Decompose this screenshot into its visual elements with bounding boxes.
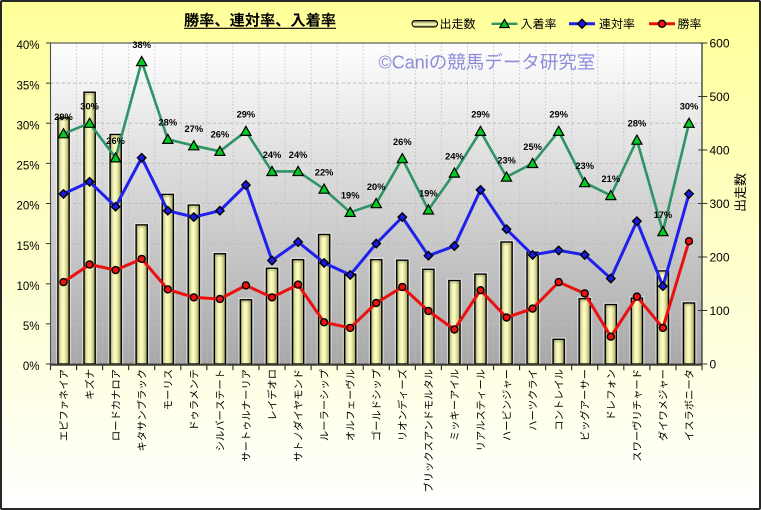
svg-text:©Cani: ©Cani <box>379 53 429 73</box>
svg-text:24%: 24% <box>263 150 282 160</box>
svg-text:17%: 17% <box>654 210 673 220</box>
svg-text:23%: 23% <box>497 155 516 165</box>
svg-text:19%: 19% <box>419 188 438 198</box>
svg-text:35%: 35% <box>16 80 39 92</box>
svg-text:500: 500 <box>710 90 730 104</box>
svg-text:28%: 28% <box>158 118 177 128</box>
svg-text:0: 0 <box>710 357 717 371</box>
svg-text:200: 200 <box>710 250 730 264</box>
svg-text:29%: 29% <box>237 110 256 120</box>
svg-text:19%: 19% <box>341 191 360 201</box>
svg-text:29%: 29% <box>549 110 568 120</box>
svg-text:30%: 30% <box>16 120 39 132</box>
svg-text:25%: 25% <box>523 142 542 152</box>
svg-text:300: 300 <box>710 197 730 211</box>
svg-text:24%: 24% <box>445 151 464 161</box>
svg-text:15%: 15% <box>16 241 39 253</box>
svg-text:100: 100 <box>710 304 730 318</box>
svg-text:29%: 29% <box>471 110 490 120</box>
svg-text:20%: 20% <box>367 182 386 192</box>
svg-text:400: 400 <box>710 143 730 157</box>
svg-text:24%: 24% <box>289 150 308 160</box>
svg-text:600: 600 <box>710 36 730 50</box>
svg-text:38%: 38% <box>132 40 151 50</box>
svg-text:26%: 26% <box>393 137 412 147</box>
svg-text:21%: 21% <box>601 174 620 184</box>
svg-text:26%: 26% <box>211 130 230 140</box>
svg-text:30%: 30% <box>80 102 99 112</box>
svg-text:40%: 40% <box>16 40 39 52</box>
svg-text:28%: 28% <box>628 119 647 129</box>
svg-text:29%: 29% <box>54 112 73 122</box>
svg-text:20%: 20% <box>16 201 39 213</box>
svg-text:27%: 27% <box>184 124 203 134</box>
svg-text:26%: 26% <box>106 136 125 146</box>
svg-text:10%: 10% <box>16 281 39 293</box>
svg-text:22%: 22% <box>315 168 334 178</box>
svg-text:25%: 25% <box>16 161 39 173</box>
svg-text:23%: 23% <box>575 161 594 171</box>
svg-text:5%: 5% <box>23 321 40 333</box>
svg-text:30%: 30% <box>680 102 699 112</box>
svg-text:0%: 0% <box>23 361 40 373</box>
